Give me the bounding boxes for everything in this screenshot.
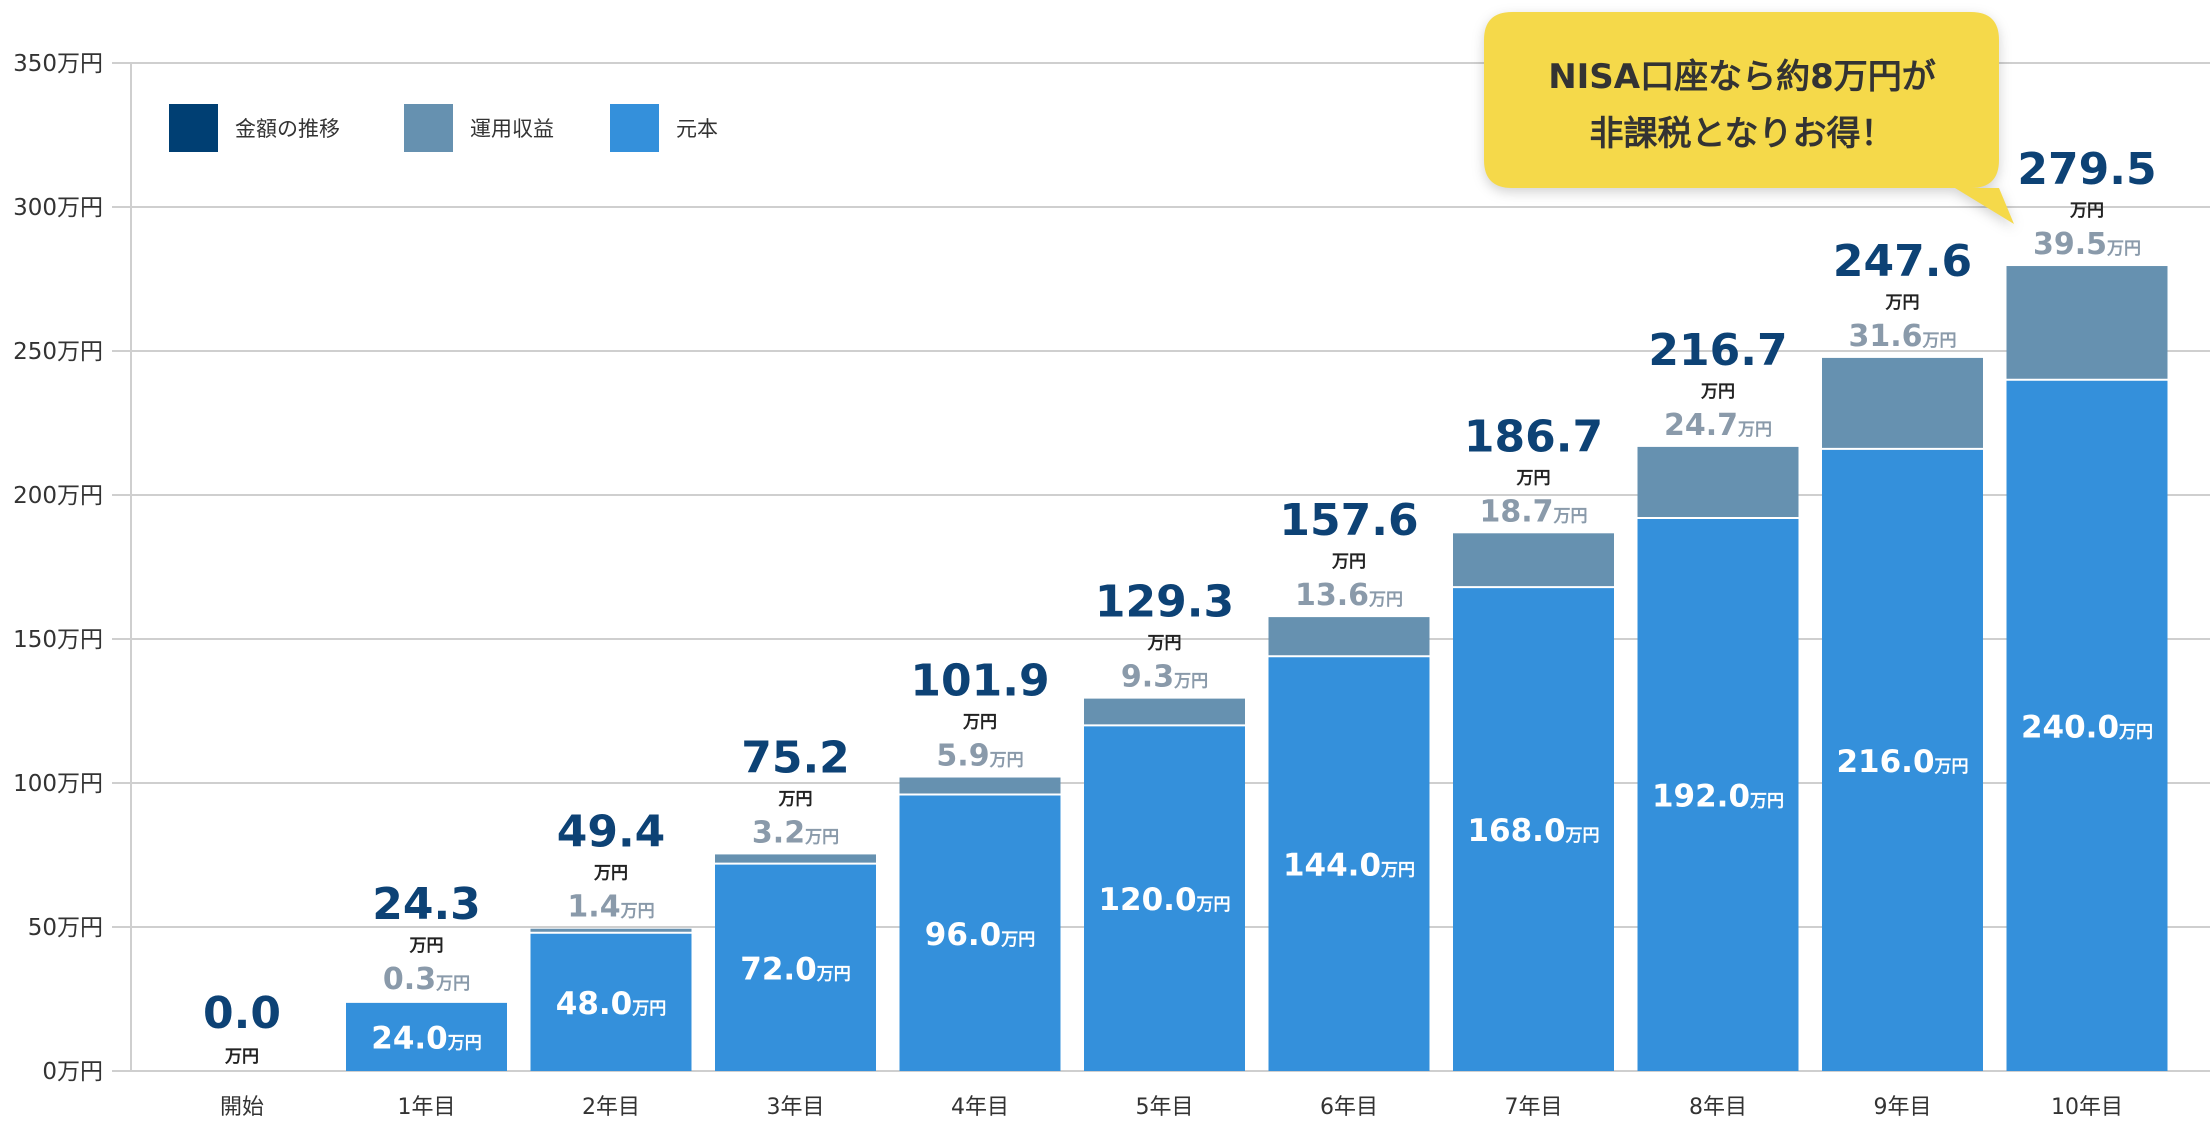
bar-principal <box>1822 448 1983 1071</box>
total-unit-label: 万円 <box>778 789 813 809</box>
gain-label: 5.9万円 <box>936 739 1023 774</box>
gain-label: 39.5万円 <box>2033 227 2141 262</box>
gain-label: 9.3万円 <box>1121 660 1208 695</box>
total-label: 279.5 <box>2017 144 2156 195</box>
total-label: 75.2 <box>741 732 850 783</box>
x-tick-label: 7年目 <box>1505 1095 1563 1120</box>
total-unit-label: 万円 <box>224 1047 259 1067</box>
gain-label: 24.7万円 <box>1664 408 1772 443</box>
principal-label: 168.0万円 <box>1467 813 1599 849</box>
principal-label: 240.0万円 <box>2021 709 2153 745</box>
principal-label: 192.0万円 <box>1652 779 1784 815</box>
bar-principal <box>1637 518 1799 1071</box>
gain-label: 0.3万円 <box>383 962 470 997</box>
legend-label: 運用収益 <box>470 117 554 141</box>
x-tick-label: 9年目 <box>1874 1095 1932 1120</box>
total-unit-label: 万円 <box>409 936 444 956</box>
total-unit-label: 万円 <box>1700 382 1735 402</box>
legend-label: 金額の推移 <box>235 117 340 141</box>
callout-text: 非課税となりお得！ <box>1590 114 1895 154</box>
bar-principal <box>346 1001 507 1071</box>
x-tick-label: 10年目 <box>2051 1095 2123 1120</box>
total-unit-label: 万円 <box>1331 552 1366 572</box>
bar-principal <box>1453 587 1614 1071</box>
legend-swatch <box>610 104 659 152</box>
principal-label: 48.0万円 <box>556 986 667 1022</box>
principal-label: 24.0万円 <box>371 1020 482 1056</box>
y-tick-label: 200万円 <box>13 483 103 509</box>
callout-bubble <box>1484 12 2014 224</box>
y-tick-label: 150万円 <box>13 627 103 653</box>
total-label: 247.6 <box>1833 236 1972 287</box>
bar-principal <box>530 932 692 1071</box>
gain-label: 31.6万円 <box>1848 319 1956 354</box>
y-tick-label: 50万円 <box>28 915 103 941</box>
x-tick-label: 8年目 <box>1689 1095 1747 1120</box>
gain-label: 13.6万円 <box>1295 578 1403 613</box>
total-unit-label: 万円 <box>1147 634 1182 654</box>
bar-principal <box>1268 656 1430 1071</box>
y-tick-label: 250万円 <box>13 339 103 365</box>
bar-gain <box>530 928 692 933</box>
x-tick-label: 3年目 <box>767 1095 825 1120</box>
y-tick-label: 0万円 <box>42 1059 103 1085</box>
bar-gain <box>1637 446 1799 519</box>
legend-swatch <box>404 104 453 152</box>
total-unit-label: 万円 <box>2069 201 2104 221</box>
total-label: 129.3 <box>1095 577 1234 628</box>
total-label: 216.7 <box>1648 325 1787 376</box>
callout-text: NISA口座なら約8万円が <box>1548 57 1936 97</box>
bar-gain <box>1453 533 1614 588</box>
bar-gain <box>1822 357 1983 449</box>
principal-label: 216.0万円 <box>1836 744 1968 780</box>
x-tick-label: 6年目 <box>1320 1095 1378 1120</box>
x-tick-label: 4年目 <box>951 1095 1009 1120</box>
x-tick-label: 5年目 <box>1136 1095 1194 1120</box>
gain-label: 1.4万円 <box>567 890 654 925</box>
total-unit-label: 万円 <box>1885 293 1920 313</box>
principal-label: 120.0万円 <box>1098 882 1230 918</box>
total-unit-label: 万円 <box>962 713 997 733</box>
bar-gain <box>1084 698 1245 726</box>
y-tick-label: 100万円 <box>13 771 103 797</box>
x-tick-label: 開始 <box>220 1095 264 1120</box>
bar-gain <box>715 854 876 864</box>
y-tick-label: 300万円 <box>13 195 103 221</box>
bar-gain <box>2006 266 2168 380</box>
bar-gain <box>899 777 1061 795</box>
bar-principal <box>1084 725 1245 1071</box>
total-unit-label: 万円 <box>593 864 628 884</box>
legend-label: 元本 <box>676 117 718 141</box>
x-tick-label: 2年目 <box>582 1095 640 1120</box>
bar-gain <box>1268 617 1430 657</box>
bar-principal <box>715 863 876 1071</box>
principal-label: 96.0万円 <box>925 917 1036 953</box>
total-unit-label: 万円 <box>1516 468 1551 488</box>
total-label: 24.3 <box>372 879 481 930</box>
gain-label: 3.2万円 <box>752 815 839 850</box>
gain-label: 18.7万円 <box>1479 494 1587 529</box>
bar-principal <box>2006 379 2168 1071</box>
legend-swatch <box>169 104 218 152</box>
total-label: 49.4 <box>557 807 666 858</box>
total-label: 0.0 <box>203 988 281 1039</box>
principal-label: 144.0万円 <box>1283 848 1415 884</box>
total-label: 186.7 <box>1464 411 1603 462</box>
principal-label: 72.0万円 <box>740 951 851 987</box>
y-tick-label: 350万円 <box>13 51 103 77</box>
x-tick-label: 1年目 <box>398 1095 456 1120</box>
bar-principal <box>899 794 1061 1071</box>
total-label: 157.6 <box>1279 495 1418 546</box>
total-label: 101.9 <box>910 656 1049 707</box>
